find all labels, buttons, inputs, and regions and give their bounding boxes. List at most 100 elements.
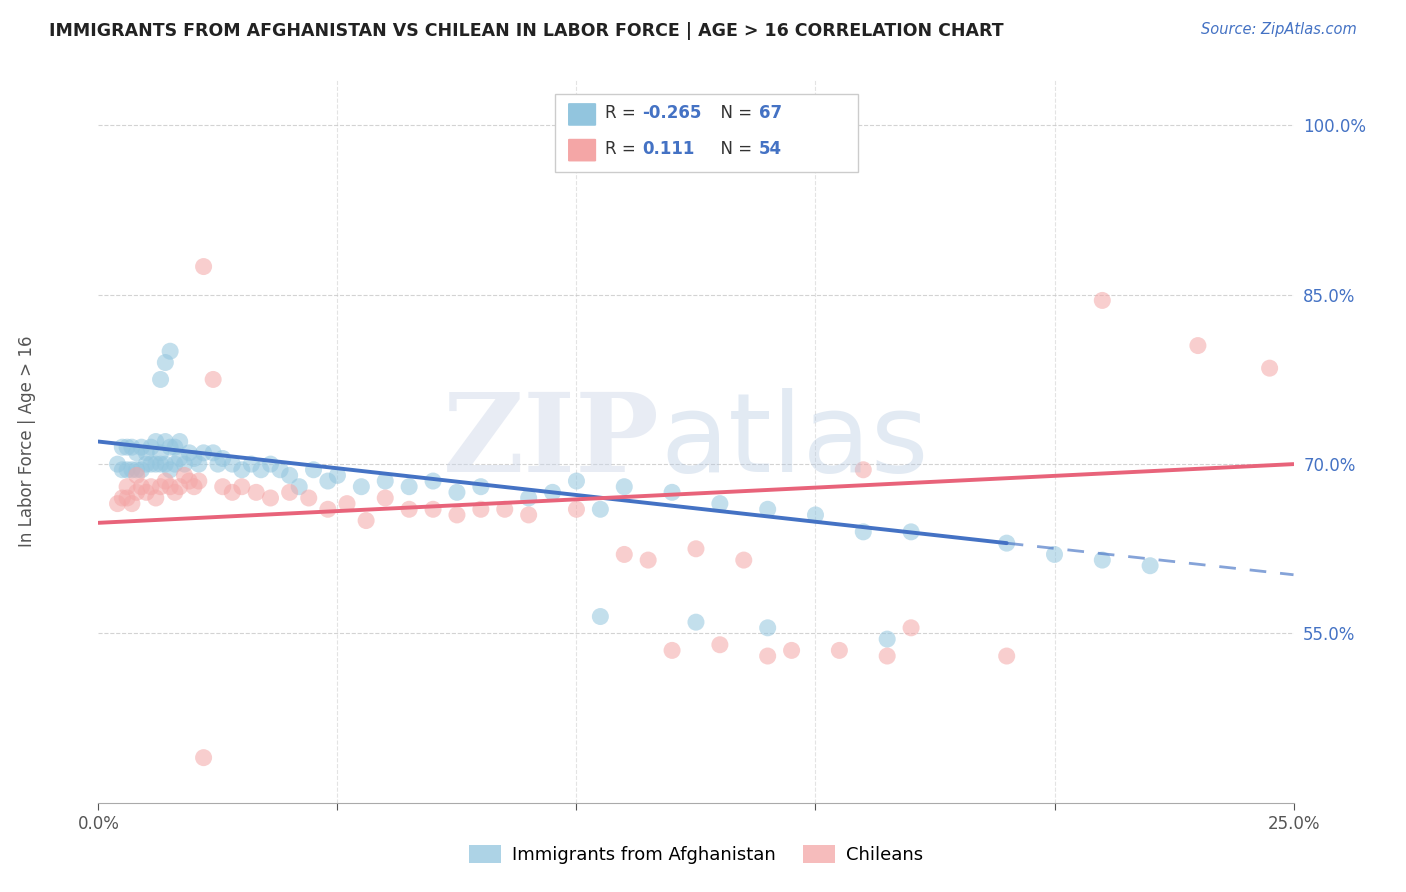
- Point: [183, 480, 205, 494]
- Point: [995, 536, 1018, 550]
- Point: [155, 355, 177, 369]
- Point: [354, 514, 377, 528]
- Text: N =: N =: [710, 140, 758, 158]
- Point: [398, 480, 420, 494]
- Point: [193, 446, 215, 460]
- Point: [111, 440, 134, 454]
- Point: [374, 491, 396, 505]
- Point: [1258, 361, 1281, 376]
- Point: [250, 463, 273, 477]
- Point: [733, 553, 755, 567]
- Point: [125, 485, 148, 500]
- Text: R =: R =: [605, 104, 641, 122]
- Point: [221, 457, 243, 471]
- Point: [125, 446, 148, 460]
- Y-axis label: In Labor Force | Age > 16: In Labor Force | Age > 16: [18, 335, 37, 548]
- Point: [169, 480, 191, 494]
- Text: ZIP: ZIP: [443, 388, 661, 495]
- Point: [1091, 293, 1114, 308]
- Point: [111, 463, 134, 477]
- Point: [541, 485, 564, 500]
- Point: [163, 485, 186, 500]
- Point: [446, 485, 468, 500]
- Point: [173, 457, 195, 471]
- Point: [637, 553, 659, 567]
- Point: [589, 609, 612, 624]
- Point: [145, 457, 167, 471]
- Point: [422, 502, 444, 516]
- Point: [876, 648, 898, 663]
- Point: [121, 463, 143, 477]
- Point: [193, 260, 215, 274]
- Point: [107, 497, 129, 511]
- Point: [169, 434, 191, 449]
- Point: [131, 440, 153, 454]
- Point: [240, 457, 263, 471]
- Point: [187, 457, 209, 471]
- Text: IMMIGRANTS FROM AFGHANISTAN VS CHILEAN IN LABOR FORCE | AGE > 16 CORRELATION CHA: IMMIGRANTS FROM AFGHANISTAN VS CHILEAN I…: [49, 22, 1004, 40]
- Point: [121, 440, 143, 454]
- Point: [756, 621, 779, 635]
- Point: [155, 457, 177, 471]
- Point: [1043, 548, 1066, 562]
- Text: atlas: atlas: [661, 388, 928, 495]
- Point: [685, 541, 707, 556]
- Point: [709, 638, 731, 652]
- Point: [159, 440, 181, 454]
- Point: [259, 491, 281, 505]
- Point: [115, 463, 138, 477]
- Point: [589, 502, 612, 516]
- Point: [326, 468, 349, 483]
- Point: [149, 372, 172, 386]
- Point: [145, 491, 167, 505]
- Point: [613, 480, 636, 494]
- Point: [115, 491, 138, 505]
- Point: [121, 497, 143, 511]
- Point: [179, 446, 201, 460]
- Point: [876, 632, 898, 646]
- Point: [139, 440, 162, 454]
- Point: [145, 434, 167, 449]
- Point: [995, 648, 1018, 663]
- Point: [446, 508, 468, 522]
- Point: [756, 502, 779, 516]
- Point: [565, 502, 588, 516]
- Point: [135, 485, 157, 500]
- Point: [900, 621, 922, 635]
- Point: [316, 502, 339, 516]
- Text: R =: R =: [605, 140, 641, 158]
- Point: [661, 485, 683, 500]
- Text: 0.111: 0.111: [643, 140, 695, 158]
- Point: [159, 480, 181, 494]
- Text: N =: N =: [710, 104, 758, 122]
- Point: [245, 485, 267, 500]
- Point: [231, 480, 253, 494]
- Point: [298, 491, 321, 505]
- Point: [398, 502, 420, 516]
- Point: [231, 463, 253, 477]
- Point: [202, 446, 225, 460]
- Point: [756, 648, 779, 663]
- Point: [159, 463, 181, 477]
- Point: [661, 643, 683, 657]
- Point: [159, 344, 181, 359]
- Point: [149, 480, 172, 494]
- Point: [804, 508, 827, 522]
- Text: 54: 54: [759, 140, 782, 158]
- Point: [139, 480, 162, 494]
- Point: [302, 463, 325, 477]
- Point: [316, 474, 339, 488]
- Point: [149, 457, 172, 471]
- Text: Source: ZipAtlas.com: Source: ZipAtlas.com: [1201, 22, 1357, 37]
- Point: [613, 548, 636, 562]
- Point: [269, 463, 291, 477]
- Point: [163, 457, 186, 471]
- Point: [115, 440, 138, 454]
- Point: [709, 497, 731, 511]
- Text: -0.265: -0.265: [643, 104, 702, 122]
- Point: [780, 643, 803, 657]
- Point: [202, 372, 225, 386]
- Point: [211, 480, 233, 494]
- Point: [1091, 553, 1114, 567]
- Point: [494, 502, 516, 516]
